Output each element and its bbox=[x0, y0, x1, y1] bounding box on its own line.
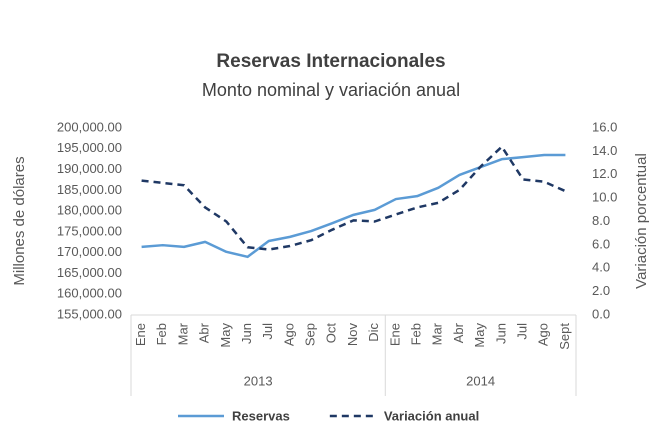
legend-label: Variación anual bbox=[384, 408, 479, 423]
x-tick-label: Feb bbox=[409, 323, 424, 345]
y-tick-label: 200,000.00 bbox=[57, 119, 122, 134]
y-tick-label: 175,000.00 bbox=[57, 223, 122, 238]
series-line bbox=[141, 145, 566, 251]
chart-subtitle: Monto nominal y variación anual bbox=[202, 80, 460, 100]
chart-title: Reservas Internacionales bbox=[216, 51, 445, 72]
x-tick-label: Ene bbox=[387, 323, 402, 346]
x-tick-label: Ago bbox=[281, 323, 296, 346]
x-tick-label: Sept bbox=[557, 323, 572, 350]
y2-tick-label: 14.0 bbox=[592, 143, 617, 158]
x-tick-label: Abr bbox=[197, 322, 212, 343]
x-group-label: 2014 bbox=[466, 373, 495, 388]
y-tick-label: 185,000.00 bbox=[57, 182, 122, 197]
y2-tick-label: 10.0 bbox=[592, 190, 617, 205]
y-tick-label: 160,000.00 bbox=[57, 286, 122, 301]
x-group-label: 2013 bbox=[244, 373, 273, 388]
y-tick-label: 165,000.00 bbox=[57, 265, 122, 280]
y-tick-label: 195,000.00 bbox=[57, 140, 122, 155]
x-tick-label: Jun bbox=[493, 323, 508, 344]
x-tick-label: Sep bbox=[303, 323, 318, 346]
y2-tick-label: 0.0 bbox=[592, 306, 610, 321]
x-tick-label: Dic bbox=[366, 323, 381, 342]
y-tick-label: 190,000.00 bbox=[57, 161, 122, 176]
y2-tick-label: 4.0 bbox=[592, 260, 610, 275]
x-tick-label: Mar bbox=[430, 322, 445, 345]
legend-label: Reservas bbox=[232, 408, 290, 423]
x-tick-label: Mar bbox=[175, 322, 190, 345]
y-tick-label: 180,000.00 bbox=[57, 203, 122, 218]
x-tick-label: Ene bbox=[133, 323, 148, 346]
y-tick-label: 170,000.00 bbox=[57, 244, 122, 259]
x-tick-label: Abr bbox=[451, 322, 466, 343]
x-tick-label: Jun bbox=[239, 323, 254, 344]
x-tick-label: May bbox=[472, 323, 487, 348]
x-tick-label: Feb bbox=[154, 323, 169, 345]
y2-tick-label: 8.0 bbox=[592, 213, 610, 228]
y2-tick-label: 16.0 bbox=[592, 119, 617, 134]
x-tick-label: Oct bbox=[324, 323, 339, 344]
y-tick-label: 155,000.00 bbox=[57, 306, 122, 321]
x-tick-label: Nov bbox=[345, 323, 360, 347]
x-tick-label: Ago bbox=[536, 323, 551, 346]
y2-tick-label: 12.0 bbox=[592, 166, 617, 181]
y2-axis-label: Variación porcentual bbox=[633, 153, 650, 289]
series-line bbox=[141, 153, 566, 259]
y2-tick-label: 2.0 bbox=[592, 283, 610, 298]
x-tick-label: Jul bbox=[514, 323, 529, 340]
y2-tick-label: 6.0 bbox=[592, 236, 610, 251]
x-tick-label: May bbox=[218, 323, 233, 348]
x-tick-label: Jul bbox=[260, 323, 275, 340]
y-axis-label: Millones de dólares bbox=[11, 156, 28, 285]
